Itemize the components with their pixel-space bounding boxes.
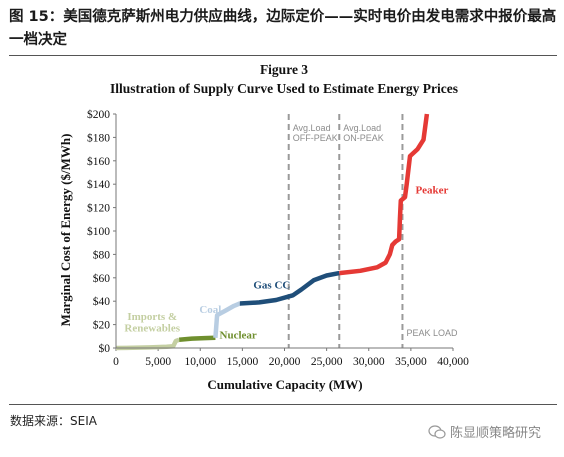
series-label: Nuclear bbox=[220, 330, 257, 342]
y-tick-label: $140 bbox=[87, 178, 110, 191]
wechat-icon bbox=[428, 424, 446, 439]
supply-curve-chart: Figure 3 Illustration of Supply Curve Us… bbox=[58, 62, 469, 392]
axis-ticks: 0 5,000 10,000 15,000 20,000 25,000 30,000 35,0… bbox=[87, 108, 469, 368]
x-tick-label: 25,000 bbox=[311, 356, 343, 368]
figure-caption: 图 15：美国德克萨斯州电力供应曲线，边际定价——实时电价由发电需求中报价最高一… bbox=[9, 9, 557, 48]
source-divider bbox=[9, 404, 557, 405]
series-layer bbox=[115, 113, 430, 351]
x-axis-title: Cumulative Capacity (MW) bbox=[207, 377, 362, 392]
series-line bbox=[339, 113, 430, 276]
series-line bbox=[239, 270, 340, 306]
y-tick-label: $40 bbox=[93, 295, 111, 308]
x-tick-label: 15,000 bbox=[227, 356, 259, 368]
series-line bbox=[213, 301, 241, 338]
reference-line-label: Avg.Load bbox=[293, 123, 331, 133]
series-label: Peaker bbox=[415, 185, 448, 197]
chart-figure-number: Figure 3 bbox=[260, 62, 308, 77]
y-tick-label: $0 bbox=[99, 342, 111, 355]
series-label: Imports & bbox=[127, 311, 177, 323]
y-tick-label: $120 bbox=[87, 202, 110, 215]
series-label: Gas CC bbox=[253, 279, 290, 291]
y-axis-title: Marginal Cost of Energy ($/MWh) bbox=[58, 134, 73, 327]
source-note: 数据来源：SEIA bbox=[10, 414, 97, 428]
y-tick-label: $20 bbox=[93, 319, 111, 332]
reference-line-label: PEAK LOAD bbox=[406, 328, 458, 338]
y-tick-label: $200 bbox=[87, 108, 110, 121]
reference-line-label: Avg.Load bbox=[343, 123, 381, 133]
x-tick-label: 0 bbox=[113, 356, 119, 368]
caption-divider bbox=[9, 55, 557, 56]
reference-line-label: OFF-PEAK bbox=[293, 133, 338, 143]
x-tick-label: 10,000 bbox=[184, 356, 216, 368]
watermark: 陈显顺策略研究 bbox=[428, 422, 541, 441]
x-tick-label: 30,000 bbox=[353, 356, 385, 368]
series-line bbox=[178, 335, 216, 343]
x-tick-label: 20,000 bbox=[269, 356, 301, 368]
y-tick-label: $80 bbox=[93, 248, 111, 261]
x-tick-label: 5,000 bbox=[145, 356, 171, 368]
series-label: Renewables bbox=[124, 323, 180, 335]
x-tick-label: 35,000 bbox=[395, 356, 427, 368]
y-tick-label: $180 bbox=[87, 131, 110, 144]
series-label: Coal bbox=[199, 304, 221, 316]
reference-line-label: ON-PEAK bbox=[343, 133, 384, 143]
watermark-text: 陈显顺策略研究 bbox=[450, 426, 542, 441]
series-line bbox=[115, 337, 180, 351]
y-tick-label: $100 bbox=[87, 225, 110, 238]
y-tick-label: $60 bbox=[93, 272, 111, 285]
series-labels: Imports &Renewables Nuclear Coal Gas CC Peak… bbox=[124, 185, 448, 342]
chart-title: Illustration of Supply Curve Used to Est… bbox=[110, 81, 458, 96]
y-tick-label: $160 bbox=[87, 155, 110, 168]
x-tick-label: 40,000 bbox=[437, 356, 469, 368]
